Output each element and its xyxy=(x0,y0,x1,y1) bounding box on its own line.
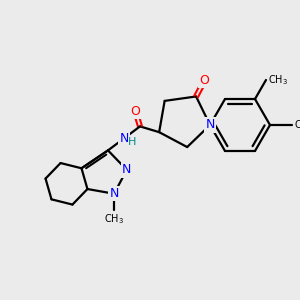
Text: CH$_3$: CH$_3$ xyxy=(104,212,124,226)
Text: O: O xyxy=(130,105,140,118)
Text: CH$_3$: CH$_3$ xyxy=(294,118,300,132)
Text: N: N xyxy=(110,187,119,200)
Text: N: N xyxy=(205,118,215,131)
Text: CH$_3$: CH$_3$ xyxy=(268,73,288,87)
Text: N: N xyxy=(119,132,129,145)
Text: O: O xyxy=(200,74,209,87)
Text: H: H xyxy=(128,137,136,147)
Text: N: N xyxy=(122,164,131,176)
